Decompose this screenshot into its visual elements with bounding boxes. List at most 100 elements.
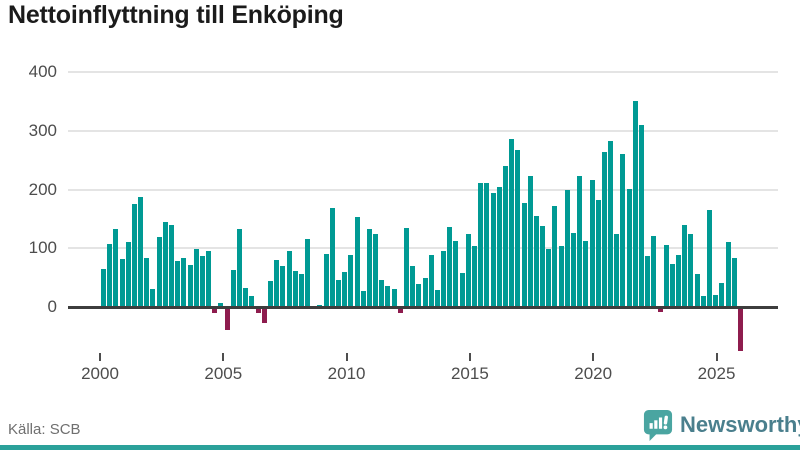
bar (119, 258, 125, 307)
x-axis-tick (468, 353, 471, 361)
y-axis-tick-label: 300 (28, 120, 57, 140)
bar (323, 253, 329, 307)
bar (335, 279, 341, 307)
bar (230, 269, 236, 307)
bar (731, 257, 737, 307)
bar (707, 210, 713, 307)
x-axis-tick-label: 2015 (450, 364, 489, 383)
x-axis-tick (99, 353, 101, 361)
bar-negative (261, 307, 267, 323)
x-axis-tick (592, 353, 595, 361)
bar-negative (737, 307, 743, 352)
bar (329, 207, 335, 307)
bar (527, 175, 533, 307)
bar (589, 179, 595, 307)
bar (391, 289, 397, 307)
bar-negative (397, 307, 403, 313)
bar (459, 272, 465, 307)
bar (379, 279, 385, 307)
x-axis-tick (222, 353, 225, 361)
bar (552, 205, 558, 307)
bar (360, 291, 366, 307)
bar (515, 149, 521, 307)
bar (305, 238, 311, 307)
bar (187, 264, 193, 307)
bar (131, 203, 137, 307)
bar (156, 237, 162, 307)
x-axis-tick-label: 2020 (574, 364, 613, 383)
bar (614, 234, 620, 307)
x-axis-tick-label: 2000 (81, 364, 119, 383)
bar (342, 272, 348, 307)
bar (404, 227, 410, 307)
bar (286, 251, 292, 307)
source-note: Källa: SCB (8, 421, 81, 438)
bar (639, 124, 644, 307)
bar-negative (212, 307, 218, 314)
x-axis-line (68, 305, 778, 309)
bar (125, 242, 131, 307)
bar (725, 241, 731, 307)
bar (150, 289, 156, 307)
newsworthy-logo: Newsworthy (643, 409, 800, 441)
bar (682, 225, 688, 307)
gridline (68, 247, 778, 250)
bar (490, 193, 496, 307)
y-axis-tick-label: 0 (47, 297, 57, 316)
bar (101, 268, 106, 307)
bar (669, 264, 675, 307)
bar (509, 138, 515, 307)
bar (651, 235, 657, 307)
bar (632, 101, 638, 307)
bar-negative (224, 307, 230, 330)
chart-title: Nettoinflyttning till Enköping (8, 1, 344, 29)
y-axis-tick-label: 400 (28, 62, 57, 81)
bar (348, 254, 354, 307)
bar (441, 251, 447, 307)
bar (280, 265, 286, 307)
bar (199, 255, 205, 307)
bar (496, 186, 502, 307)
bar (354, 216, 360, 307)
bar (663, 245, 669, 307)
bar (465, 233, 471, 307)
x-axis-tick-label: 2005 (204, 364, 243, 383)
bar (410, 265, 416, 307)
bar (218, 303, 224, 307)
bar (620, 153, 626, 307)
bar (366, 229, 372, 307)
bar (385, 285, 391, 307)
bar (422, 277, 428, 307)
bar (274, 260, 280, 307)
bar (601, 151, 607, 307)
bar (570, 232, 576, 307)
bar (373, 233, 379, 307)
bar (583, 241, 589, 307)
bar (608, 141, 614, 307)
x-axis-tick-label: 2010 (327, 364, 366, 383)
bar (298, 274, 304, 307)
newsworthy-chart-bubble-icon (643, 410, 673, 441)
bar (645, 256, 651, 307)
bar (688, 233, 694, 307)
bar (484, 183, 490, 307)
bar (113, 229, 119, 307)
bar (676, 254, 682, 307)
bar (447, 226, 453, 307)
bar (719, 282, 725, 307)
bar (138, 196, 144, 307)
bar (267, 280, 273, 307)
gridline (68, 188, 778, 191)
bar (181, 257, 187, 307)
x-axis-tick-label: 2025 (697, 364, 736, 383)
bar (472, 245, 478, 307)
bar (546, 248, 552, 307)
bar (162, 221, 168, 307)
brand-name: Newsworthy (680, 412, 800, 437)
bar (249, 295, 255, 307)
bar (700, 296, 706, 307)
bar (237, 228, 243, 307)
bar-negative (657, 307, 663, 312)
